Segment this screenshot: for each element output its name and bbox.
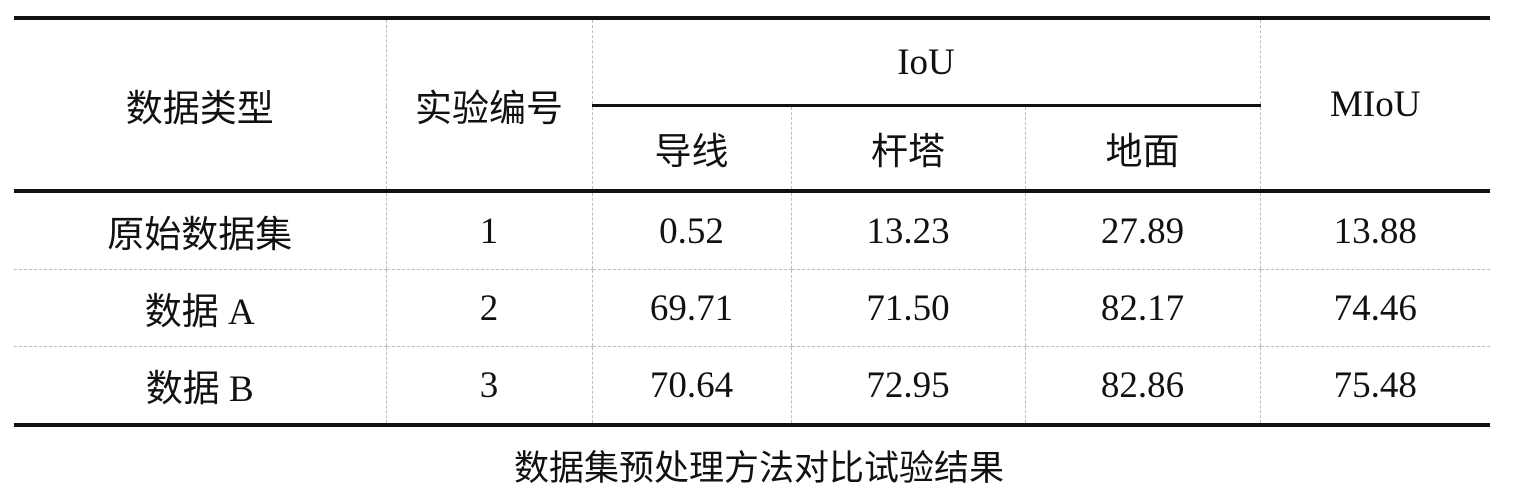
cell-iou-wire: 69.71 <box>591 269 791 347</box>
header-iou-group: IoU <box>591 16 1260 107</box>
cell-iou-ground: 82.86 <box>1024 346 1260 427</box>
cell-iou-ground: 82.17 <box>1024 269 1260 347</box>
header-iou-tower: 杆塔 <box>790 105 1025 193</box>
table-caption: 数据集预处理方法对比试验结果 <box>513 449 1004 488</box>
table-row: 原始数据集 1 0.52 13.23 27.89 13.88 <box>14 191 1490 270</box>
cell-data-type: 数据 A <box>14 269 386 347</box>
cell-iou-ground: 27.89 <box>1024 191 1260 270</box>
results-table: 数据类型 实验编号 IoU MIoU 导线 杆塔 地面 原始数据集 1 0.52… <box>14 16 1490 427</box>
header-miou: MIoU <box>1259 16 1490 193</box>
header-data-type: 数据类型 <box>14 16 386 193</box>
cell-data-type: 原始数据集 <box>14 191 386 270</box>
cell-miou: 75.48 <box>1259 346 1490 427</box>
cell-data-type: 数据 B <box>14 346 386 427</box>
table-row: 数据 B 3 70.64 72.95 82.86 75.48 <box>14 346 1490 427</box>
header-row-2: 导线 杆塔 地面 <box>14 105 1490 193</box>
cell-iou-tower: 13.23 <box>790 191 1025 270</box>
header-iou-ground: 地面 <box>1024 105 1260 193</box>
header-exp-no: 实验编号 <box>385 16 592 193</box>
cell-miou: 74.46 <box>1259 269 1490 347</box>
cell-iou-tower: 72.95 <box>790 346 1025 427</box>
table-row: 数据 A 2 69.71 71.50 82.17 74.46 <box>14 269 1490 347</box>
cell-exp-no: 3 <box>385 346 592 427</box>
cell-miou: 13.88 <box>1259 191 1490 270</box>
cell-exp-no: 2 <box>385 269 592 347</box>
cell-exp-no: 1 <box>385 191 592 270</box>
cell-iou-wire: 70.64 <box>591 346 791 427</box>
cell-iou-tower: 71.50 <box>790 269 1025 347</box>
header-iou-wire: 导线 <box>591 105 791 193</box>
header-row-1: 数据类型 实验编号 IoU MIoU <box>14 16 1490 193</box>
cell-iou-wire: 0.52 <box>591 191 791 270</box>
